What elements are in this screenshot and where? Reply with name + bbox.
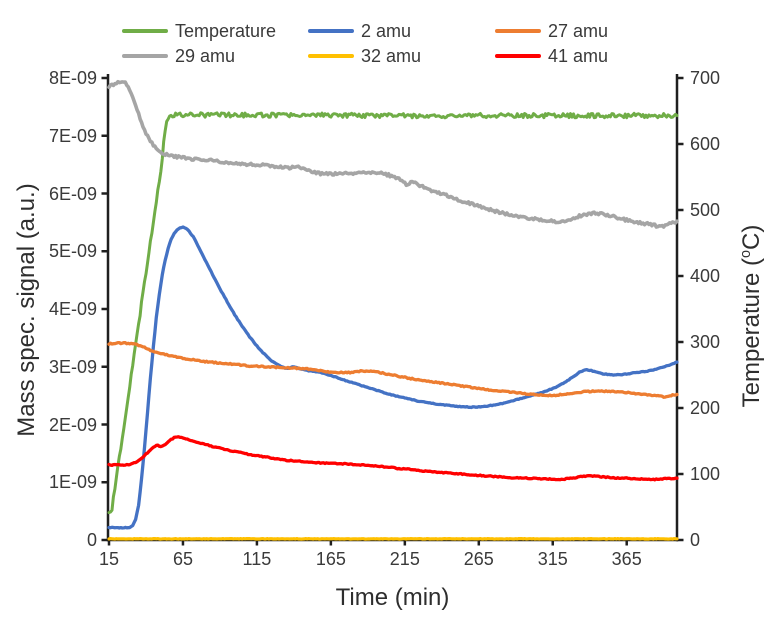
legend-label: 41 amu — [548, 45, 609, 66]
y-axis-left-tick-label: 0 — [86, 530, 97, 550]
legend-label: 2 amu — [361, 20, 412, 41]
x-axis-tick-label: 215 — [389, 549, 420, 569]
degree-superscript: o — [738, 249, 754, 258]
legend-label: 27 amu — [548, 20, 609, 41]
x-axis-tick-label: 365 — [611, 549, 642, 569]
y-axis-right-tick-label: 0 — [690, 530, 701, 550]
legend-swatch-temperature — [122, 29, 168, 33]
legend-swatch-41-amu — [495, 54, 541, 58]
y-axis-left-title: Mass spec. signal (a.u.) — [13, 183, 40, 437]
legend-label: 29 amu — [175, 45, 236, 66]
y-axis-left-tick-label: 6E-09 — [48, 183, 97, 204]
series-line-29-amu — [107, 79, 679, 229]
y-axis-right-tick-label: 500 — [690, 200, 721, 220]
legend-swatch-29-amu — [122, 54, 168, 58]
legend-item-41-amu: 41 amu — [495, 45, 608, 67]
y-axis-right-tick-label: 700 — [690, 68, 721, 88]
legend-item-2-amu: 2 amu — [308, 20, 411, 42]
x-axis-title: Time (min) — [335, 584, 450, 611]
x-axis-tick-label: 65 — [172, 549, 193, 569]
y-axis-right-tick-label: 200 — [690, 398, 721, 418]
x-axis-tick-label: 165 — [315, 549, 346, 569]
legend-item-32-amu: 32 amu — [308, 45, 421, 67]
legend-swatch-2-amu — [308, 29, 354, 33]
legend-label: 32 amu — [361, 45, 422, 66]
series-line-27-amu — [107, 340, 679, 399]
y-axis-right-tick-label: 300 — [690, 332, 721, 352]
legend-label: Temperature — [175, 20, 277, 41]
y-axis-left-tick-label: 4E-09 — [48, 299, 97, 319]
y-axis-right-tick-label: 400 — [690, 266, 721, 286]
legend-item-27-amu: 27 amu — [495, 20, 608, 42]
x-axis-tick-label: 115 — [242, 549, 272, 569]
y-axis-right-title-unit: C) — [738, 224, 765, 250]
x-axis-tick-label: 265 — [463, 549, 494, 569]
series-line-2-amu — [107, 225, 679, 530]
legend-swatch-27-amu — [495, 29, 541, 33]
legend-swatch-32-amu — [308, 54, 354, 58]
x-axis-tick-label: 315 — [537, 549, 568, 569]
y-axis-left-tick-label: 5E-09 — [48, 241, 97, 262]
legend-item-temperature: Temperature — [122, 20, 276, 42]
y-axis-left-tick-label: 8E-09 — [48, 68, 97, 88]
y-axis-right-tick-label: 100 — [690, 464, 721, 484]
y-axis-left-tick-label: 2E-09 — [48, 414, 97, 435]
series-line-32-amu — [107, 537, 679, 541]
y-axis-right-tick-label: 600 — [690, 134, 721, 154]
series-line-41-amu — [107, 435, 679, 482]
y-axis-left-tick-label: 7E-09 — [48, 125, 97, 146]
y-axis-left-tick-label: 3E-09 — [48, 356, 97, 377]
y-axis-right-title: Temperature (oC) — [738, 225, 766, 408]
legend: Temperature 2 amu 27 amu 29 amu 32 amu 41 amu — [0, 0, 780, 70]
x-axis-tick-label: 15 — [98, 549, 120, 569]
y-axis-left-tick-label: 1E-09 — [48, 472, 97, 493]
series-line-temperature — [107, 111, 679, 515]
y-axis-right-title-text: Temperature ( — [738, 257, 765, 408]
legend-item-29-amu: 29 amu — [122, 45, 235, 67]
